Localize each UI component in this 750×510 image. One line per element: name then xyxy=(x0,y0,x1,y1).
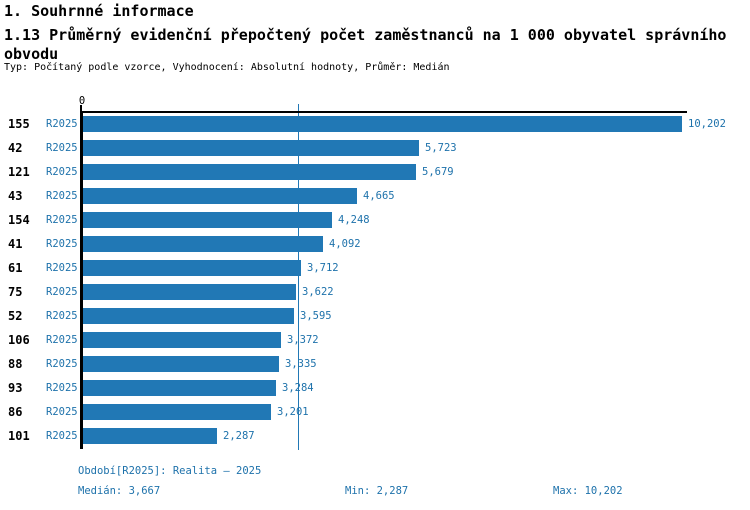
row-series-label: R2025 xyxy=(46,142,78,154)
row-value-label: 2,287 xyxy=(223,430,255,442)
row-series-label: R2025 xyxy=(46,382,78,394)
row-series-label: R2025 xyxy=(46,310,78,322)
row-bar xyxy=(83,356,279,372)
section-title: 1. Souhrnné informace xyxy=(4,2,194,20)
period-info: Období[R2025]: Realita – 2025 xyxy=(78,465,262,477)
indicator-title: 1.13 Průměrný evidenční přepočtený počet… xyxy=(4,26,727,63)
axis-left-line xyxy=(80,111,83,449)
row-series-label: R2025 xyxy=(46,166,78,178)
median-stat: Medián: 3,667 xyxy=(78,485,161,497)
row-bar xyxy=(83,428,217,444)
axis-top-line xyxy=(80,111,687,113)
min-stat: Min: 2,287 xyxy=(345,485,409,497)
row-value-label: 10,202 xyxy=(688,118,726,130)
row-value-label: 4,092 xyxy=(329,238,361,250)
chart-row: 86 R2025 3,201 xyxy=(0,404,750,420)
row-value-label: 3,284 xyxy=(282,382,314,394)
row-series-label: R2025 xyxy=(46,118,78,130)
row-value-label: 3,372 xyxy=(287,334,319,346)
row-category-label: 121 xyxy=(8,165,30,179)
row-value-label: 4,665 xyxy=(363,190,395,202)
chart-row: 41 R2025 4,092 xyxy=(0,236,750,252)
row-bar xyxy=(83,260,301,276)
row-bar xyxy=(83,332,281,348)
row-category-label: 106 xyxy=(8,333,30,347)
row-series-label: R2025 xyxy=(46,190,78,202)
row-value-label: 5,679 xyxy=(422,166,454,178)
row-category-label: 61 xyxy=(8,261,23,275)
row-series-label: R2025 xyxy=(46,238,78,250)
row-value-label: 3,595 xyxy=(300,310,332,322)
row-bar xyxy=(83,380,276,396)
row-category-label: 41 xyxy=(8,237,23,251)
chart-row: 75 R2025 3,622 xyxy=(0,284,750,300)
chart-row: 52 R2025 3,595 xyxy=(0,308,750,324)
row-category-label: 93 xyxy=(8,381,23,395)
row-value-label: 3,335 xyxy=(285,358,317,370)
row-value-label: 5,723 xyxy=(425,142,457,154)
row-bar xyxy=(83,404,271,420)
row-series-label: R2025 xyxy=(46,286,78,298)
chart-row: 154 R2025 4,248 xyxy=(0,212,750,228)
row-category-label: 154 xyxy=(8,213,30,227)
row-category-label: 42 xyxy=(8,141,23,155)
row-series-label: R2025 xyxy=(46,214,78,226)
row-category-label: 86 xyxy=(8,405,23,419)
chart-row: 93 R2025 3,284 xyxy=(0,380,750,396)
chart-row: 106 R2025 3,372 xyxy=(0,332,750,348)
row-bar xyxy=(83,308,294,324)
chart-row: 43 R2025 4,665 xyxy=(0,188,750,204)
row-bar xyxy=(83,140,419,156)
axis-zero-tick xyxy=(80,105,82,111)
max-stat: Max: 10,202 xyxy=(553,485,623,497)
chart-row: 155 R2025 10,202 xyxy=(0,116,750,132)
chart-row: 101 R2025 2,287 xyxy=(0,428,750,444)
row-category-label: 155 xyxy=(8,117,30,131)
row-series-label: R2025 xyxy=(46,262,78,274)
row-category-label: 52 xyxy=(8,309,23,323)
row-category-label: 88 xyxy=(8,357,23,371)
row-bar xyxy=(83,164,416,180)
row-bar xyxy=(83,188,357,204)
row-value-label: 3,201 xyxy=(277,406,309,418)
chart-meta-line: Typ: Počítaný podle vzorce, Vyhodnocení:… xyxy=(4,62,450,73)
row-value-label: 3,622 xyxy=(302,286,334,298)
row-bar xyxy=(83,236,323,252)
median-line xyxy=(298,104,299,450)
row-category-label: 75 xyxy=(8,285,23,299)
row-value-label: 4,248 xyxy=(338,214,370,226)
chart-row: 88 R2025 3,335 xyxy=(0,356,750,372)
chart-row: 121 R2025 5,679 xyxy=(0,164,750,180)
row-category-label: 43 xyxy=(8,189,23,203)
axis-zero-label: 0 xyxy=(78,95,86,107)
row-value-label: 3,712 xyxy=(307,262,339,274)
row-series-label: R2025 xyxy=(46,430,78,442)
chart-row: 61 R2025 3,712 xyxy=(0,260,750,276)
row-series-label: R2025 xyxy=(46,334,78,346)
row-series-label: R2025 xyxy=(46,406,78,418)
row-bar xyxy=(83,284,296,300)
row-series-label: R2025 xyxy=(46,358,78,370)
chart-row: 42 R2025 5,723 xyxy=(0,140,750,156)
row-bar xyxy=(83,212,332,228)
row-category-label: 101 xyxy=(8,429,30,443)
row-bar xyxy=(83,116,682,132)
